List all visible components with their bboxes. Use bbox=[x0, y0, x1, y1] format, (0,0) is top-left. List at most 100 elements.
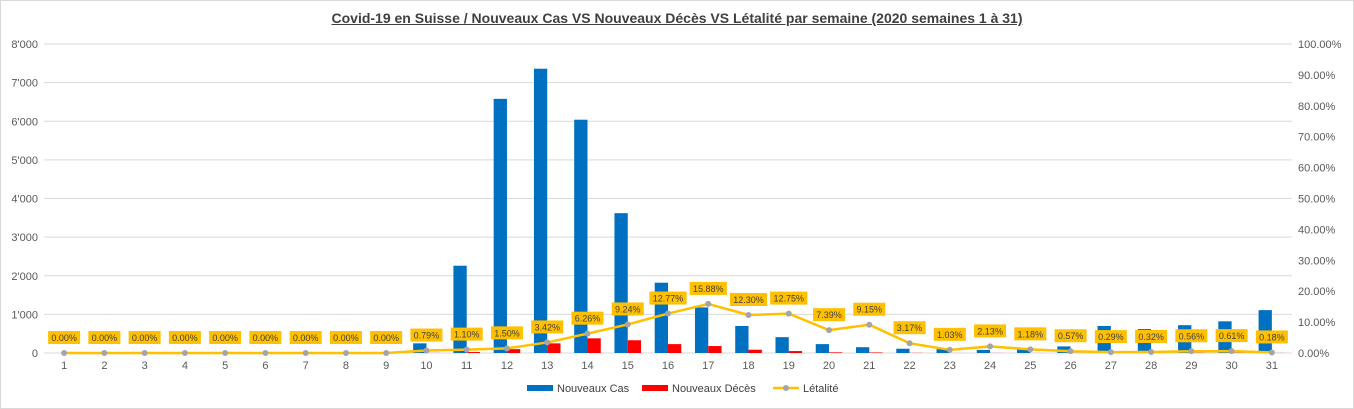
data-label-box bbox=[531, 320, 564, 334]
chart-title: Covid-19 en Suisse / Nouveaux Cas VS Nou… bbox=[331, 10, 1023, 26]
data-label-letalite: 0.00% bbox=[51, 333, 77, 343]
point-letalite bbox=[624, 321, 631, 328]
data-label-box bbox=[853, 302, 886, 316]
left-tick-label: 3'000 bbox=[11, 232, 38, 244]
right-tick-label: 10.00% bbox=[1298, 317, 1336, 329]
legend-swatch bbox=[527, 385, 553, 391]
point-letalite bbox=[181, 350, 188, 356]
data-label-letalite: 2.13% bbox=[977, 326, 1003, 336]
point-letalite bbox=[1188, 348, 1195, 355]
data-label-letalite: 1.50% bbox=[494, 328, 520, 338]
right-tick-label: 100.00% bbox=[1298, 39, 1342, 51]
legend-label: Nouveaux Cas bbox=[557, 383, 630, 395]
right-tick-label: 80.00% bbox=[1298, 101, 1336, 113]
data-label-letalite: 0.56% bbox=[1179, 331, 1205, 341]
right-tick-label: 90.00% bbox=[1298, 70, 1336, 82]
data-label-box bbox=[329, 331, 362, 344]
right-tick-label: 70.00% bbox=[1298, 132, 1336, 144]
point-letalite bbox=[423, 347, 430, 354]
point-letalite bbox=[1067, 348, 1074, 355]
data-label-letalite: 0.18% bbox=[1259, 332, 1285, 342]
x-tick-label: 23 bbox=[944, 360, 956, 372]
point-letalite bbox=[665, 310, 671, 317]
bar-nouveaux-cas bbox=[775, 337, 789, 353]
data-label-box bbox=[370, 331, 403, 344]
data-label-letalite: 0.00% bbox=[253, 333, 279, 343]
data-label-box bbox=[88, 331, 121, 344]
x-tick-label: 28 bbox=[1145, 360, 1157, 372]
point-letalite bbox=[1027, 346, 1034, 353]
data-label-box bbox=[289, 331, 322, 344]
point-letalite bbox=[1268, 349, 1275, 356]
data-label-letalite: 0.00% bbox=[132, 333, 158, 343]
point-letalite bbox=[826, 327, 833, 334]
x-tick-label: 17 bbox=[702, 360, 714, 372]
x-tick-label: 10 bbox=[420, 360, 432, 372]
bar-nouveaux-cas bbox=[574, 119, 588, 353]
data-label-box bbox=[450, 327, 483, 341]
x-tick-label: 22 bbox=[903, 360, 915, 372]
x-tick-label: 15 bbox=[622, 360, 634, 372]
x-tick-label: 24 bbox=[984, 360, 996, 372]
x-tick-label: 3 bbox=[142, 360, 148, 372]
data-label-box bbox=[1054, 329, 1087, 343]
x-tick-label: 16 bbox=[662, 360, 674, 372]
bar-nouveaux-cas bbox=[614, 213, 628, 353]
data-label-box bbox=[611, 302, 644, 316]
data-label-box bbox=[410, 328, 443, 342]
data-label-letalite: 3.42% bbox=[534, 322, 560, 332]
x-tick-label: 18 bbox=[742, 360, 754, 372]
point-letalite bbox=[503, 345, 510, 352]
data-label-box bbox=[729, 292, 768, 306]
data-label-letalite: 7.39% bbox=[816, 310, 842, 320]
right-tick-label: 40.00% bbox=[1298, 224, 1336, 236]
legend-swatch bbox=[642, 385, 668, 391]
data-label-letalite: 15.88% bbox=[693, 284, 724, 294]
data-label-letalite: 1.03% bbox=[937, 330, 963, 340]
data-label-box bbox=[1135, 330, 1168, 344]
left-tick-label: 6'000 bbox=[11, 116, 38, 128]
bar-nouveaux-deces bbox=[869, 352, 883, 353]
left-tick-label: 7'000 bbox=[11, 78, 38, 90]
data-labels: 0.00% 0.00% 0.00% 0.00% 0.00% 0.00% 0.00% 0.00%… bbox=[48, 281, 1288, 344]
x-tick-label: 31 bbox=[1266, 360, 1278, 372]
bar-nouveaux-cas bbox=[413, 343, 427, 353]
data-label-box bbox=[813, 308, 846, 322]
left-tick-label: 1'000 bbox=[11, 309, 38, 321]
data-label-box bbox=[649, 291, 687, 305]
data-label-letalite: 12.75% bbox=[774, 294, 805, 304]
bar-nouveaux-cas bbox=[493, 98, 507, 353]
point-letalite bbox=[584, 330, 591, 337]
left-tick-label: 5'000 bbox=[11, 155, 38, 167]
legend: Nouveaux Cas Nouveaux Décès Létalité bbox=[527, 383, 838, 395]
data-label-letalite: 9.24% bbox=[615, 304, 641, 314]
bar-nouveaux-cas bbox=[1017, 348, 1031, 353]
bar-nouveaux-deces bbox=[668, 344, 682, 353]
data-label-letalite: 12.30% bbox=[733, 295, 764, 305]
bar-nouveaux-cas bbox=[815, 344, 830, 353]
data-label-box bbox=[933, 327, 966, 341]
bar-nouveaux-cas bbox=[976, 349, 991, 353]
left-tick-label: 4'000 bbox=[11, 194, 38, 206]
legend-label: Létalité bbox=[803, 383, 838, 395]
data-label-box bbox=[1014, 327, 1047, 341]
legend-marker bbox=[783, 385, 789, 391]
x-tick-label: 12 bbox=[501, 360, 513, 372]
data-label-letalite: 0.00% bbox=[293, 333, 319, 343]
data-label-letalite: 0.57% bbox=[1058, 331, 1084, 341]
point-letalite bbox=[463, 346, 470, 353]
x-tick-label: 27 bbox=[1105, 360, 1117, 372]
data-label-box bbox=[689, 281, 727, 295]
x-tick-label: 25 bbox=[1024, 360, 1036, 372]
lethality-line bbox=[61, 300, 1275, 356]
data-label-box bbox=[1175, 329, 1208, 343]
bar-nouveaux-cas bbox=[735, 325, 749, 353]
x-tick-label: 1 bbox=[61, 360, 67, 372]
x-tick-label: 21 bbox=[863, 360, 875, 372]
data-label-box bbox=[249, 331, 282, 344]
data-label-letalite: 0.00% bbox=[373, 333, 399, 343]
data-label-box bbox=[128, 331, 161, 344]
x-tick-label: 4 bbox=[182, 360, 188, 372]
bar-nouveaux-deces bbox=[506, 349, 521, 353]
